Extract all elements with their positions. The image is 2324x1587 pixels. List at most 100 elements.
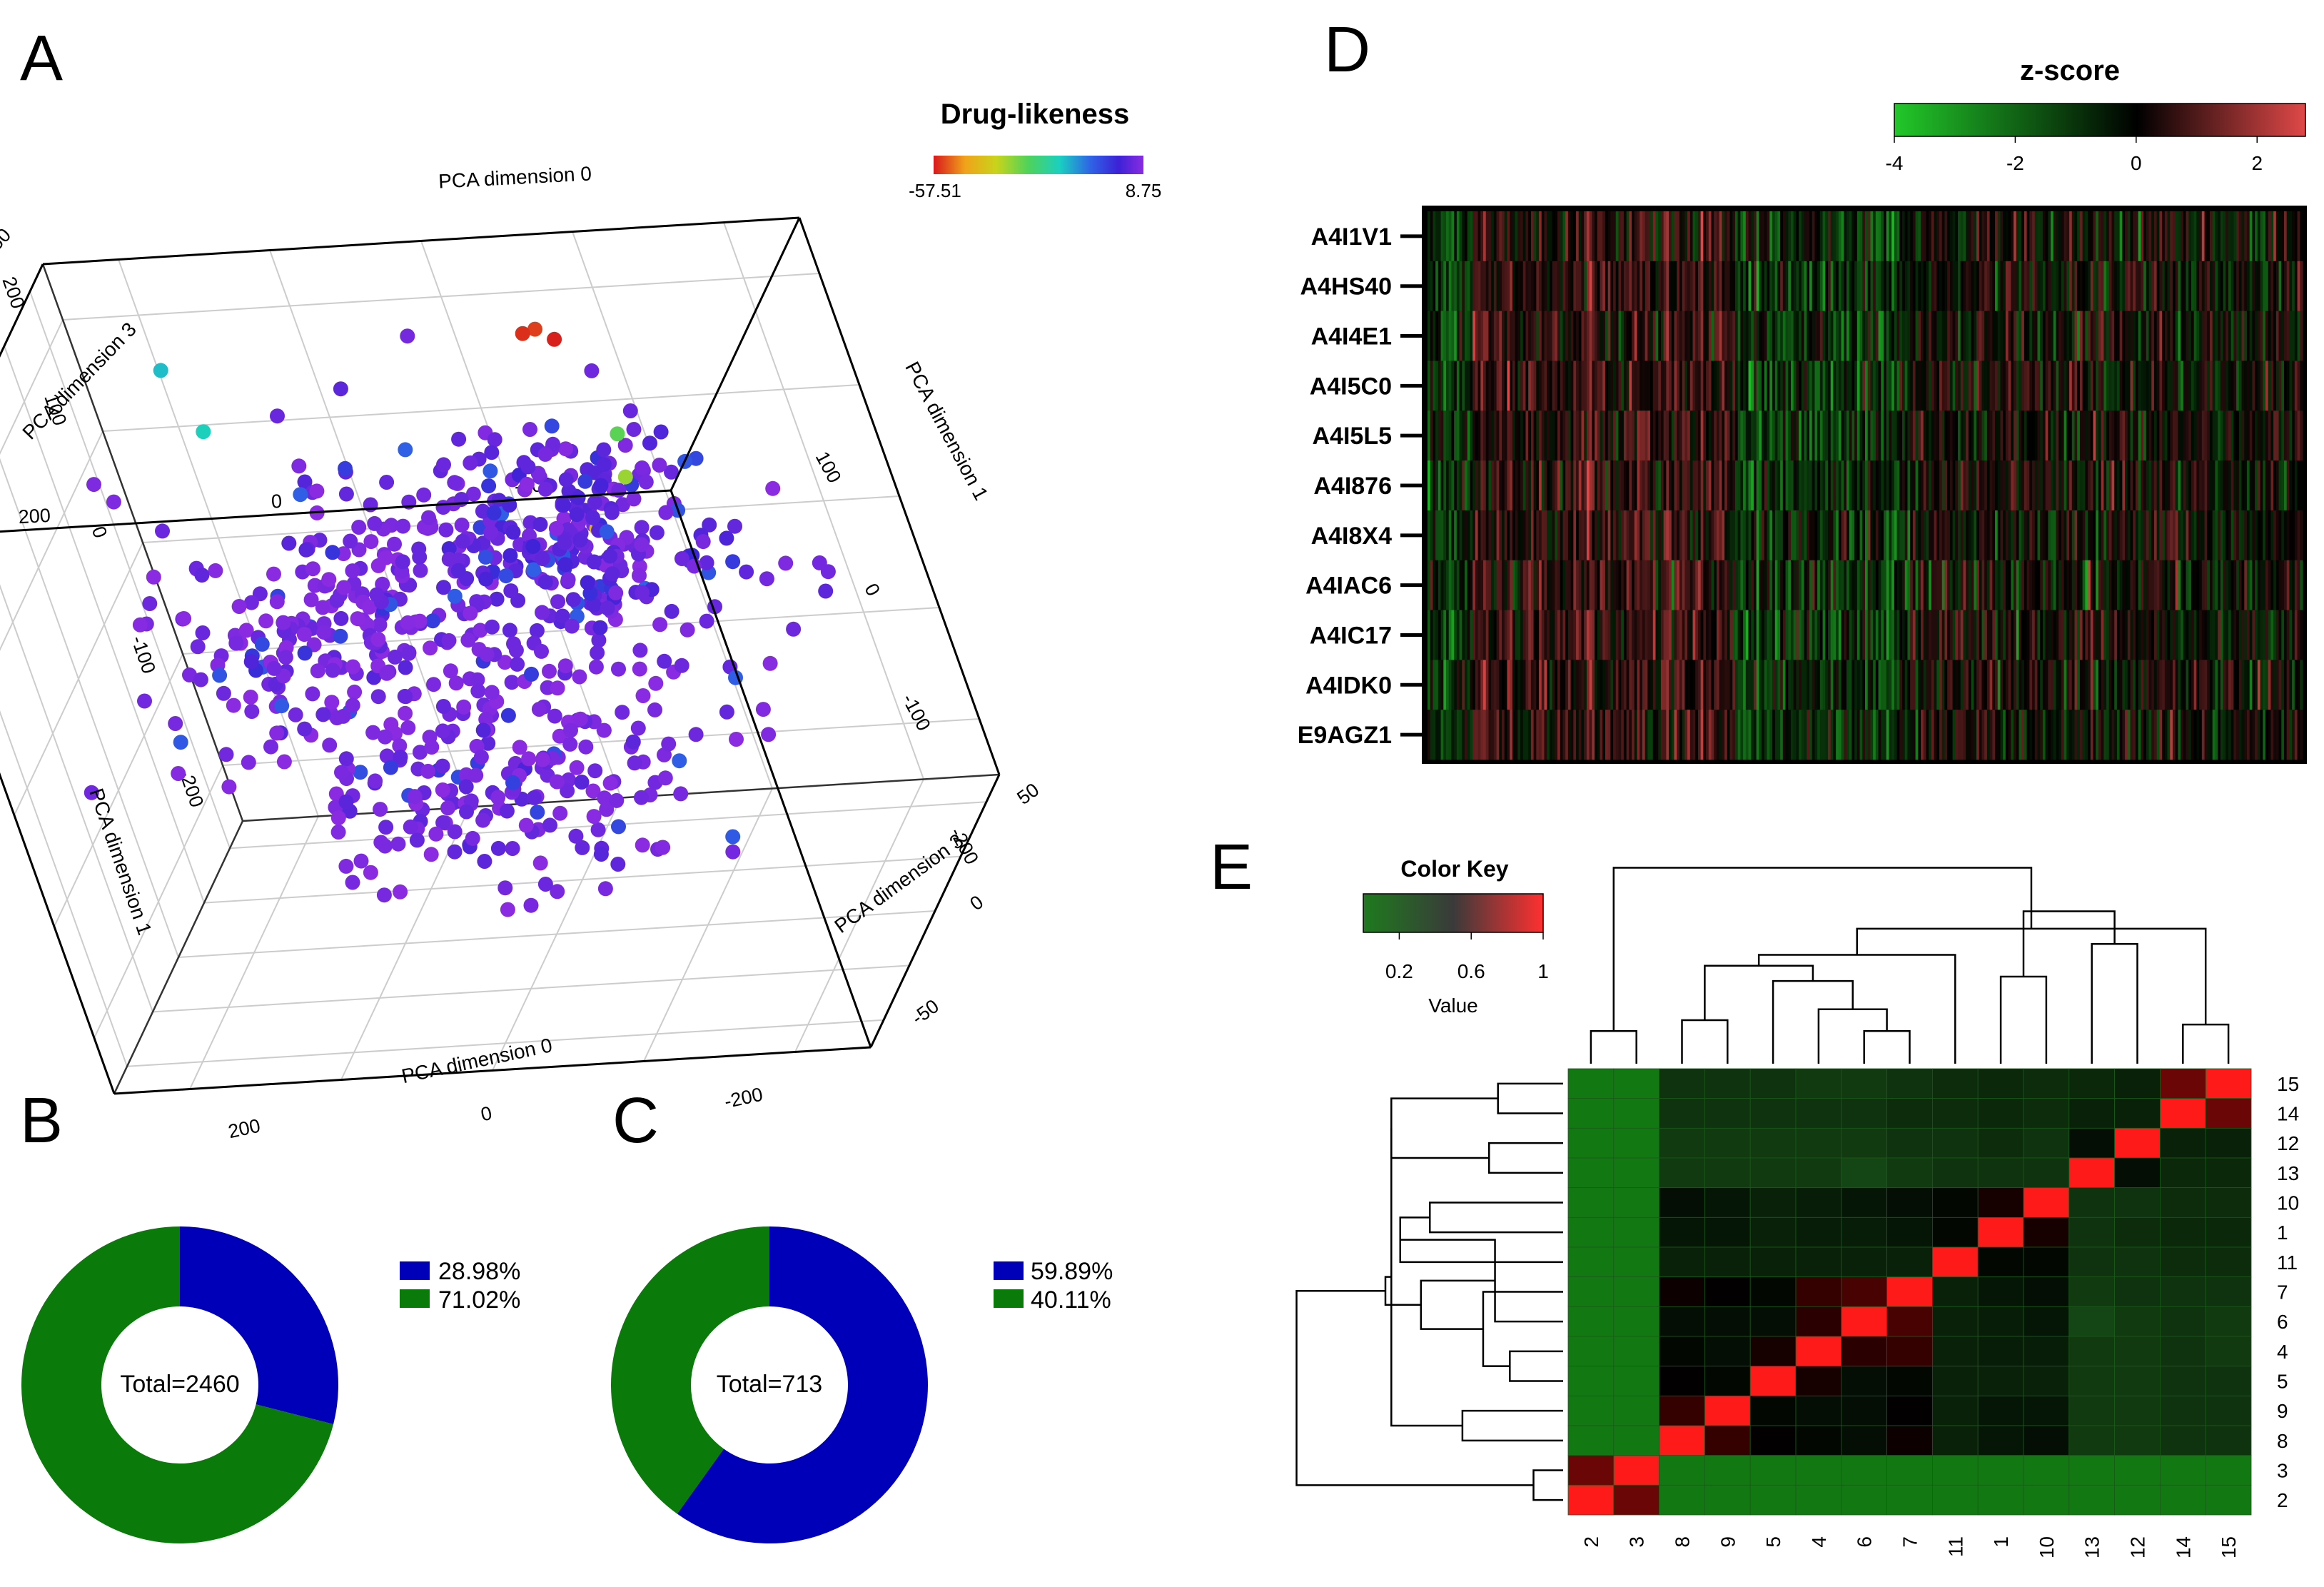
d-cell xyxy=(1655,710,1659,760)
d-cell xyxy=(2111,211,2115,262)
d-cell xyxy=(1703,410,1707,461)
a-point-735 xyxy=(193,672,208,687)
d-cell xyxy=(2196,261,2200,311)
d-cell xyxy=(1496,510,1500,561)
d-cell xyxy=(1941,261,1946,311)
e-row-label-13: 3 xyxy=(2277,1460,2288,1482)
d-cell xyxy=(2051,560,2054,610)
d-cell xyxy=(2135,311,2139,361)
d-cell xyxy=(2196,361,2200,411)
d-cell xyxy=(1454,610,1457,660)
d-cell xyxy=(1520,311,1524,361)
d-cell xyxy=(1737,710,1741,760)
d-cell xyxy=(2270,410,2274,461)
d-cell xyxy=(2215,460,2218,511)
d-cell xyxy=(1762,261,1765,311)
d-cell xyxy=(1700,410,1704,461)
d-cell xyxy=(2153,560,2158,610)
d-cell xyxy=(1923,510,1927,561)
d-cell xyxy=(1547,510,1550,561)
d-cell xyxy=(2215,261,2218,311)
a-grid-floor-u4 xyxy=(794,779,924,1052)
d-cell xyxy=(2085,710,2088,760)
e-col-label-12: 12 xyxy=(2127,1536,2149,1558)
d-cell xyxy=(1687,510,1691,561)
a-point-151 xyxy=(657,653,672,669)
a-point-533 xyxy=(458,779,474,795)
d-cell xyxy=(1814,660,1818,710)
d-cell xyxy=(1695,460,1699,511)
d-cell xyxy=(1456,660,1460,710)
d-row-label-6: A4I8X4 xyxy=(1311,523,1392,550)
a-point-291 xyxy=(600,600,615,616)
d-cell xyxy=(1891,211,1895,262)
d-cell xyxy=(1743,261,1747,311)
d-cell xyxy=(2061,311,2065,361)
d-cell xyxy=(1790,311,1794,361)
d-cell xyxy=(1825,710,1829,760)
d-cell xyxy=(2058,460,2062,511)
d-cell xyxy=(2032,710,2036,760)
e-cell-13-2 xyxy=(1659,1455,1705,1486)
d-cell xyxy=(1510,410,1513,461)
d-cell xyxy=(2273,610,2277,660)
d-cell xyxy=(2265,610,2269,660)
d-cell xyxy=(2278,261,2282,311)
d-cell xyxy=(1780,610,1784,660)
d-cell xyxy=(2199,460,2203,511)
d-cell xyxy=(2098,560,2102,610)
d-cell xyxy=(1485,261,1490,311)
d-cell xyxy=(1610,660,1614,710)
d-cell xyxy=(2048,560,2051,610)
d-cell xyxy=(1578,560,1582,610)
d-cell xyxy=(1647,460,1651,511)
d-cell xyxy=(1433,311,1436,361)
d-cell xyxy=(1584,261,1587,311)
d-cell xyxy=(2281,510,2285,561)
d-cell xyxy=(1634,610,1638,660)
d-cell xyxy=(1502,410,1505,461)
d-cell xyxy=(2138,560,2141,610)
e-cell-11-11 xyxy=(2068,1395,2116,1426)
d-cell xyxy=(1809,261,1813,311)
d-cell xyxy=(1671,510,1675,561)
d-cell xyxy=(1724,560,1728,610)
d-cell xyxy=(1510,361,1513,411)
d-cell xyxy=(2215,211,2218,262)
d-cell xyxy=(1658,560,1662,610)
a-point-608 xyxy=(347,684,363,700)
d-cell xyxy=(2005,510,2009,561)
d-cell xyxy=(1671,361,1675,411)
d-cell xyxy=(2106,261,2110,311)
a-point-221 xyxy=(719,704,734,720)
d-cell xyxy=(1663,211,1667,262)
d-cell xyxy=(1889,460,1892,511)
d-cell xyxy=(1435,510,1439,561)
d-cell xyxy=(1592,610,1595,660)
d-cell xyxy=(1522,560,1527,610)
d-cell xyxy=(1687,261,1691,311)
a-axis-label-dim0-top: PCA dimension 0 xyxy=(438,162,592,192)
e-column-dendrogram xyxy=(1590,867,2230,1064)
d-cell xyxy=(2297,261,2300,311)
d-cell xyxy=(1963,510,1966,561)
d-cell xyxy=(1610,311,1614,361)
d-cell xyxy=(1910,710,1914,760)
e-cell-0-11 xyxy=(2068,1068,2116,1099)
d-cell xyxy=(1483,410,1487,461)
d-cell xyxy=(1796,660,1799,710)
a-point-458 xyxy=(196,424,211,440)
d-cell xyxy=(2071,460,2076,511)
d-cell xyxy=(1637,560,1640,610)
d-cell xyxy=(1804,710,1807,760)
d-cell xyxy=(1472,261,1476,311)
d-cell xyxy=(1764,660,1768,710)
d-cell xyxy=(2077,560,2081,610)
d-cell xyxy=(2151,261,2155,311)
d-cell xyxy=(1528,211,1532,262)
d-cell xyxy=(1886,710,1890,760)
d-cell xyxy=(1435,311,1439,361)
d-cell xyxy=(1472,460,1476,511)
d-cell xyxy=(2096,660,2099,710)
d-cell xyxy=(2133,211,2136,262)
